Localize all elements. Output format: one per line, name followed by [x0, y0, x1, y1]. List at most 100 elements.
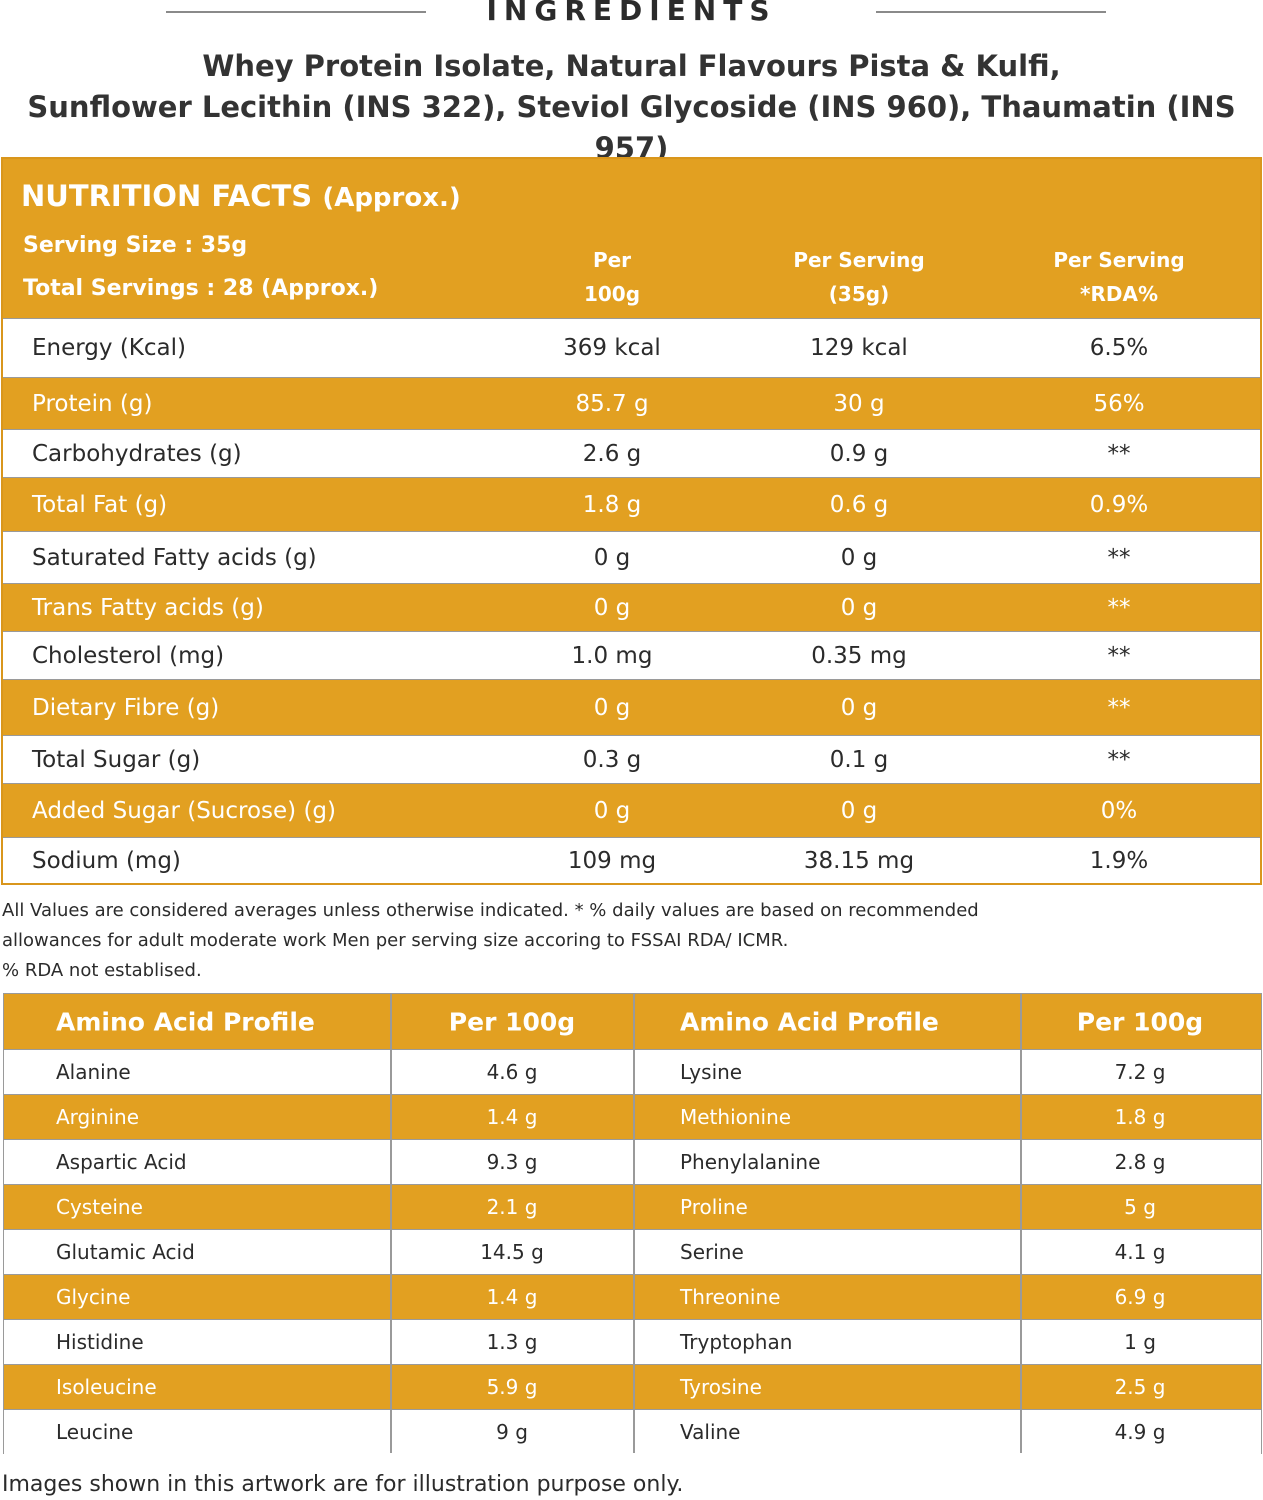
- nutrition-row: Sodium (mg) 109 mg 38.15 mg 1.9%: [3, 837, 1260, 883]
- amino-name: Glycine: [56, 1285, 131, 1309]
- amino-header: Amino Acid Profile Per 100g Amino Acid P…: [4, 994, 1261, 1049]
- column-divider: [390, 994, 392, 1453]
- nutrient-name: Protein (g): [32, 390, 153, 417]
- value-per-serving: 38.15 mg: [803, 847, 915, 874]
- col-header-rda-line1: Per Serving: [1053, 248, 1185, 272]
- column-divider: [1020, 994, 1022, 1453]
- amino-name: Alanine: [56, 1060, 131, 1084]
- ingredients-header: INGREDIENTS: [0, 0, 1263, 30]
- divider-right: [876, 11, 1106, 13]
- nutrition-title: NUTRITION FACTS (Approx.): [21, 179, 461, 213]
- amino-value: 1.8 g: [1114, 1105, 1166, 1129]
- amino-name: Histidine: [56, 1330, 144, 1354]
- amino-value: 6.9 g: [1114, 1285, 1166, 1309]
- nutrition-title-sub: (Approx.): [322, 183, 461, 213]
- col-header-per-100g: Per 100g: [512, 243, 712, 311]
- value-per-100g: 0.3 g: [582, 746, 642, 773]
- amino-header-profile-left: Amino Acid Profile: [56, 1007, 315, 1036]
- value-per-100g: 0 g: [593, 594, 631, 621]
- amino-row: Isoleucine 5.9 g Tyrosine 2.5 g: [4, 1364, 1261, 1409]
- col-header-per-serving: Per Serving (35g): [759, 243, 959, 311]
- nutrition-row: Total Fat (g) 1.8 g 0.6 g 0.9%: [3, 477, 1260, 531]
- nutrient-name: Total Sugar (g): [32, 746, 201, 773]
- amino-row: Arginine 1.4 g Methionine 1.8 g: [4, 1094, 1261, 1139]
- nutrient-name: Energy (Kcal): [32, 335, 186, 361]
- footnote-line-2: allowances for adult moderate work Men p…: [2, 930, 789, 951]
- nutrient-name: Cholesterol (mg): [32, 642, 225, 669]
- amino-name: Glutamic Acid: [56, 1240, 195, 1264]
- amino-name: Aspartic Acid: [56, 1150, 187, 1174]
- amino-name: Leucine: [56, 1420, 134, 1444]
- amino-row: Cysteine 2.1 g Proline 5 g: [4, 1184, 1261, 1229]
- nutrition-row: Added Sugar (Sucrose) (g) 0 g 0 g 0%: [3, 783, 1260, 837]
- amino-header-per100-right: Per 100g: [1076, 1007, 1204, 1036]
- amino-value: 9.3 g: [486, 1150, 538, 1174]
- col-header-rda-line2: *RDA%: [1080, 282, 1158, 306]
- ingredients-title: INGREDIENTS: [486, 0, 777, 27]
- amino-header-per100-left: Per 100g: [448, 1007, 576, 1036]
- nutrition-row: Protein (g) 85.7 g 30 g 56%: [3, 377, 1260, 429]
- amino-value: 7.2 g: [1114, 1060, 1166, 1084]
- value-rda: **: [1107, 694, 1131, 721]
- nutrition-row: Cholesterol (mg) 1.0 mg 0.35 mg **: [3, 631, 1260, 679]
- nutrition-row: Energy (Kcal) 369 kcal 129 kcal 6.5%: [3, 318, 1260, 377]
- value-per-100g: 85.7 g: [575, 390, 649, 417]
- amino-value: 4.9 g: [1114, 1420, 1166, 1444]
- amino-value: 2.5 g: [1114, 1375, 1166, 1399]
- nutrition-header: NUTRITION FACTS (Approx.) Serving Size :…: [3, 159, 1260, 318]
- footnote-line-1: All Values are considered averages unles…: [2, 900, 979, 921]
- value-rda: **: [1107, 594, 1131, 621]
- nutrition-row: Saturated Fatty acids (g) 0 g 0 g **: [3, 531, 1260, 583]
- amino-name: Methionine: [680, 1105, 792, 1129]
- value-per-serving: 0 g: [840, 797, 878, 824]
- col-header-per-100g-line1: Per: [592, 248, 632, 272]
- amino-value: 5.9 g: [486, 1375, 538, 1399]
- nutrition-row: Dietary Fibre (g) 0 g 0 g **: [3, 679, 1260, 735]
- amino-name: Valine: [680, 1420, 741, 1444]
- amino-name: Proline: [680, 1195, 748, 1219]
- amino-row: Aspartic Acid 9.3 g Phenylalanine 2.8 g: [4, 1139, 1261, 1184]
- value-per-serving: 30 g: [833, 390, 885, 417]
- amino-row: Glycine 1.4 g Threonine 6.9 g: [4, 1274, 1261, 1319]
- value-rda: **: [1107, 642, 1131, 669]
- value-rda: 0.9%: [1089, 491, 1149, 518]
- amino-value: 4.1 g: [1114, 1240, 1166, 1264]
- amino-value: 9 g: [496, 1420, 528, 1444]
- nutrient-name: Total Fat (g): [32, 491, 168, 518]
- footnote-line-3: % RDA not establised.: [2, 960, 202, 981]
- amino-value: 5 g: [1124, 1195, 1156, 1219]
- value-rda: 0%: [1100, 797, 1138, 824]
- value-per-serving: 129 kcal: [810, 335, 908, 361]
- amino-value: 1.3 g: [486, 1330, 538, 1354]
- value-per-serving: 0 g: [840, 544, 878, 571]
- value-per-serving: 0.9 g: [829, 440, 889, 467]
- value-rda: 6.5%: [1089, 335, 1149, 361]
- amino-name: Tryptophan: [680, 1330, 793, 1354]
- value-rda: 56%: [1093, 390, 1145, 417]
- amino-name: Phenylalanine: [680, 1150, 821, 1174]
- nutrition-row: Carbohydrates (g) 2.6 g 0.9 g **: [3, 429, 1260, 477]
- nutrient-name: Trans Fatty acids (g): [32, 594, 264, 621]
- nutrition-footnote: All Values are considered averages unles…: [2, 896, 1202, 986]
- value-per-serving: 0 g: [840, 694, 878, 721]
- total-servings: Total Servings : 28 (Approx.): [23, 276, 379, 301]
- amino-value: 2.1 g: [486, 1195, 538, 1219]
- nutrient-name: Saturated Fatty acids (g): [32, 544, 317, 571]
- amino-name: Arginine: [56, 1105, 140, 1129]
- nutrition-row: Trans Fatty acids (g) 0 g 0 g **: [3, 583, 1260, 631]
- value-per-100g: 1.0 mg: [571, 642, 653, 669]
- value-per-serving: 0.1 g: [829, 746, 889, 773]
- ingredients-list: Whey Protein Isolate, Natural Flavours P…: [0, 46, 1263, 169]
- value-per-serving: 0.6 g: [829, 491, 889, 518]
- value-rda: **: [1107, 440, 1131, 467]
- ingredients-line-1: Whey Protein Isolate, Natural Flavours P…: [202, 49, 1061, 83]
- nutrient-name: Carbohydrates (g): [32, 440, 242, 467]
- col-header-rda: Per Serving *RDA%: [1019, 243, 1219, 311]
- amino-value: 1.4 g: [486, 1105, 538, 1129]
- column-divider: [633, 994, 635, 1453]
- col-header-per-100g-line2: 100g: [583, 282, 641, 306]
- amino-header-profile-right: Amino Acid Profile: [680, 1007, 939, 1036]
- amino-value: 14.5 g: [480, 1240, 544, 1264]
- nutrient-name: Dietary Fibre (g): [32, 694, 220, 721]
- serving-size: Serving Size : 35g: [23, 233, 248, 258]
